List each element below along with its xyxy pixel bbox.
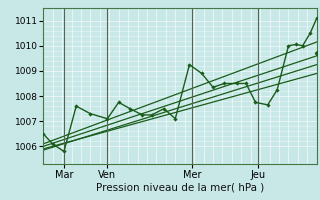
X-axis label: Pression niveau de la mer( hPa ): Pression niveau de la mer( hPa ) bbox=[96, 182, 264, 192]
